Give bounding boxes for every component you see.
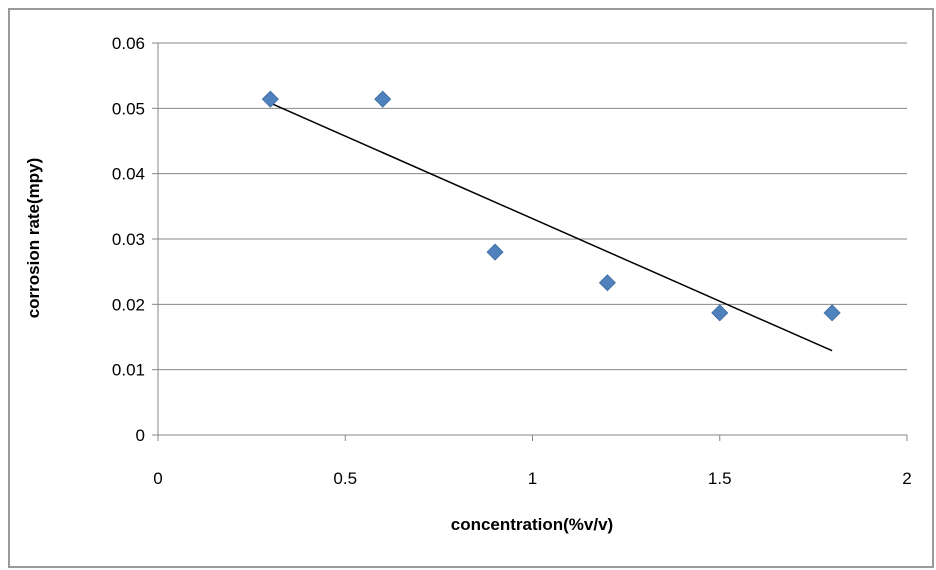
y-tick-label: 0.04 [112,165,145,184]
data-point-marker [598,274,616,292]
y-axis-title: corrosion rate(mpy) [24,158,43,319]
data-point-marker [261,90,279,108]
x-tick-label: 1 [528,469,537,488]
x-tick-label: 2 [902,469,911,488]
data-point-marker [486,243,504,261]
trendline [270,102,833,352]
y-tick-label: 0.05 [112,99,145,118]
x-axis-title: concentration(%v/v) [451,515,613,534]
y-tick-label: 0.06 [112,34,145,53]
x-tick-label: 0.5 [333,469,357,488]
x-tick-label: 1.5 [708,469,732,488]
y-tick-label: 0 [136,426,145,445]
data-point-marker [374,90,392,108]
tick-labels: 0 0.01 0.02 0.03 0.04 0.05 0.06 0 0.5 1 1.5 2 [112,34,912,488]
trendline-layer [270,102,833,352]
data-points [261,90,841,322]
y-tick-label: 0.03 [112,230,145,249]
x-tick-label: 0 [153,469,162,488]
chart-frame [8,8,934,568]
data-point-marker [711,304,729,322]
axes [152,42,908,441]
y-tick-label: 0.01 [112,361,145,380]
data-point-marker [823,304,841,322]
y-tick-label: 0.02 [112,295,145,314]
